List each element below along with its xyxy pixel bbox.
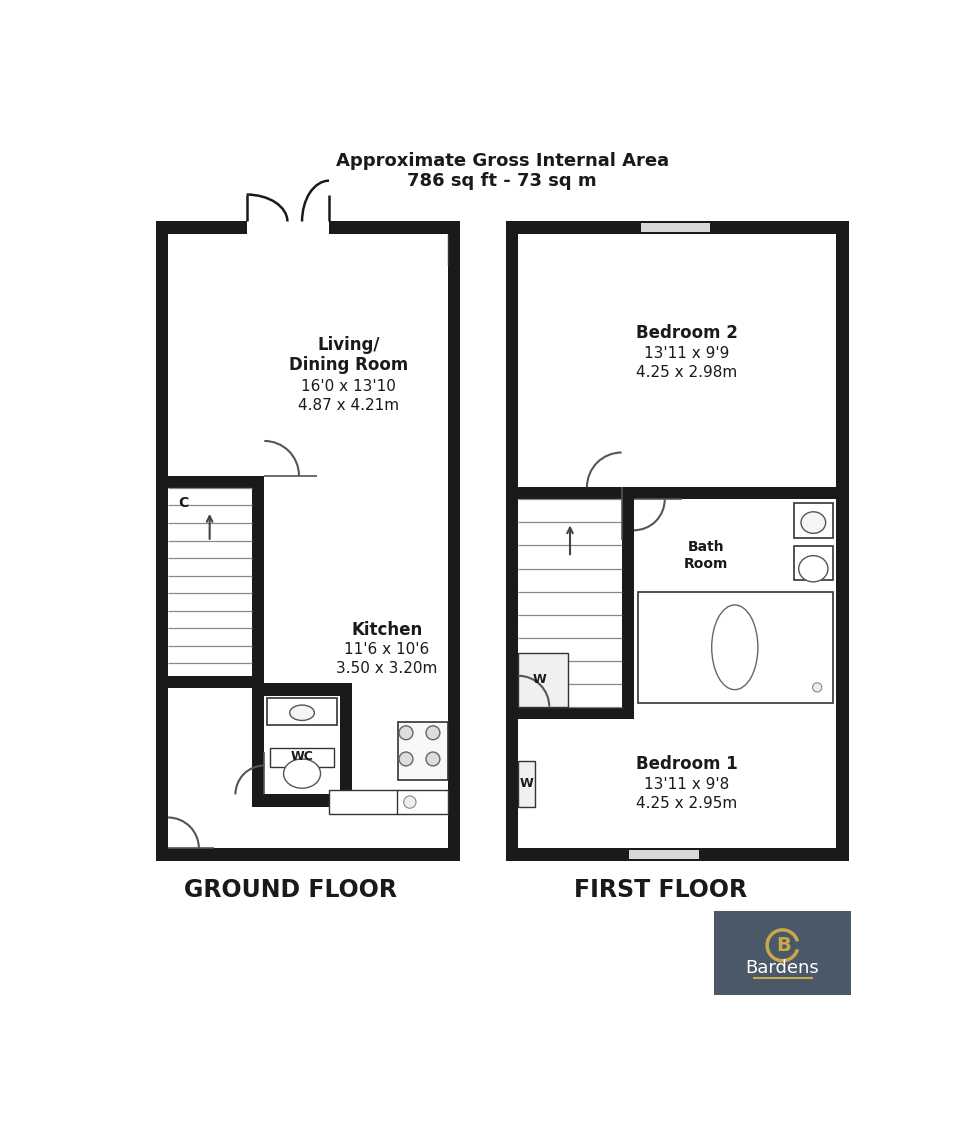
Bar (629, 849, 699, 860)
Circle shape (404, 796, 416, 808)
Bar (506, 707, 634, 719)
Text: GROUND FLOOR: GROUND FLOOR (184, 878, 397, 902)
Text: Bedroom 2: Bedroom 2 (636, 324, 738, 342)
Bar (634, 487, 849, 499)
Text: FIRST FLOOR: FIRST FLOOR (573, 878, 747, 902)
Text: Bedroom 1: Bedroom 1 (636, 756, 738, 773)
Text: W: W (533, 673, 547, 686)
Ellipse shape (799, 555, 828, 581)
Circle shape (426, 752, 440, 766)
Ellipse shape (290, 705, 315, 720)
Text: 13'11 x 9'8: 13'11 x 9'8 (645, 776, 730, 792)
Bar (398, 722, 449, 780)
Text: Bardens: Bardens (746, 960, 819, 977)
Bar (506, 848, 849, 861)
Bar (329, 790, 398, 814)
Text: 4.25 x 2.98m: 4.25 x 2.98m (636, 365, 738, 380)
Bar (156, 676, 265, 689)
Bar (794, 546, 833, 580)
Text: Living/: Living/ (317, 335, 379, 353)
Text: W: W (519, 777, 533, 790)
Bar (448, 221, 460, 861)
Ellipse shape (711, 605, 758, 690)
Text: 13'11 x 9'9: 13'11 x 9'9 (645, 345, 730, 360)
Bar (506, 221, 518, 861)
Text: 16'0 x 13'10: 16'0 x 13'10 (301, 378, 396, 393)
Circle shape (399, 752, 413, 766)
Bar (794, 504, 833, 538)
Bar (156, 221, 169, 861)
Bar (518, 760, 535, 807)
Ellipse shape (801, 512, 826, 534)
Text: 4.87 x 4.21m: 4.87 x 4.21m (298, 398, 399, 413)
Bar (638, 592, 833, 702)
Bar (156, 221, 247, 234)
Bar (621, 487, 634, 719)
Bar (641, 223, 710, 233)
Text: Approximate Gross Internal Area: Approximate Gross Internal Area (336, 153, 668, 171)
Text: C: C (178, 496, 188, 510)
Bar (252, 684, 265, 807)
Bar (397, 790, 449, 814)
Bar (506, 221, 849, 234)
Bar (252, 795, 352, 807)
Bar (156, 475, 265, 488)
Circle shape (812, 683, 822, 692)
Bar (340, 684, 352, 807)
Bar (252, 475, 265, 689)
Text: B: B (777, 936, 792, 955)
Text: Dining Room: Dining Room (289, 356, 408, 374)
Bar (329, 221, 460, 234)
Bar (252, 684, 352, 695)
Bar (506, 487, 634, 499)
Bar (714, 911, 851, 995)
Text: 4.25 x 2.95m: 4.25 x 2.95m (636, 796, 738, 812)
Text: 3.50 x 3.20m: 3.50 x 3.20m (336, 661, 437, 676)
Bar (267, 698, 337, 725)
Text: WC: WC (291, 750, 314, 763)
Bar (518, 653, 568, 707)
Ellipse shape (283, 759, 320, 788)
Circle shape (426, 726, 440, 740)
Bar (156, 848, 460, 861)
Text: Room: Room (684, 557, 728, 571)
Text: 786 sq ft - 73 sq m: 786 sq ft - 73 sq m (408, 172, 597, 190)
Circle shape (399, 726, 413, 740)
Bar (837, 221, 849, 861)
Text: Bath: Bath (688, 540, 724, 554)
Bar (270, 748, 333, 767)
Text: 11'6 x 10'6: 11'6 x 10'6 (344, 642, 429, 657)
Text: Kitchen: Kitchen (351, 620, 422, 638)
